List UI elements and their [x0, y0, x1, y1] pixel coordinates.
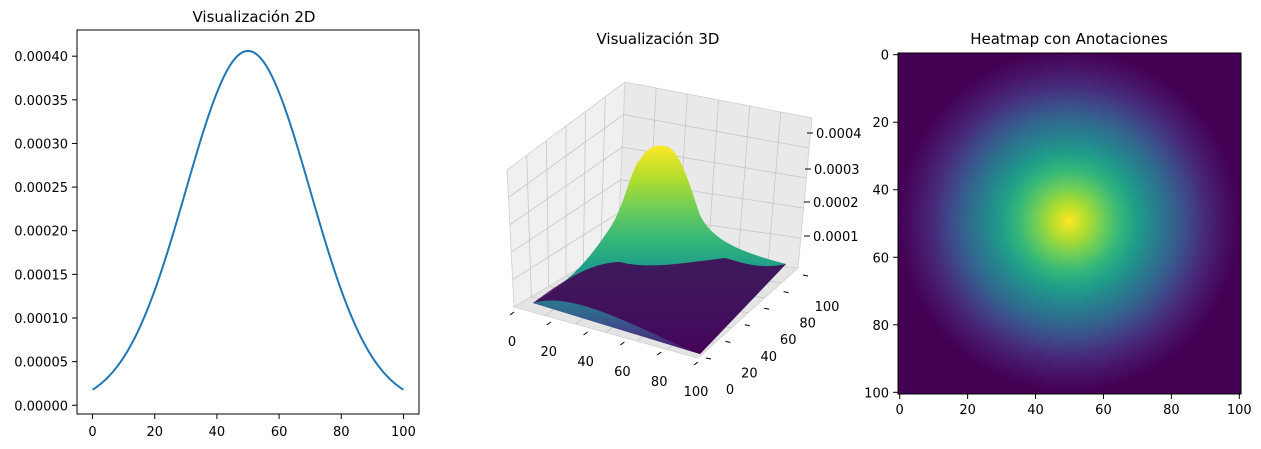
- y-tick-label-2d: 0.00010: [14, 312, 68, 327]
- x-tick-label-3d: 40: [577, 355, 594, 370]
- x-tick-label-heatmap: 80: [1163, 403, 1180, 418]
- gridline-3d: [582, 111, 587, 266]
- x-tick-label-heatmap: 60: [1095, 403, 1112, 418]
- y-tick-label-2d: 0.00020: [14, 225, 68, 240]
- y-tick-label-heatmap: 20: [872, 116, 889, 131]
- panel-heatmap: Heatmap con Anotaciones 0 20 40 60 80 100 0 20 4…: [864, 30, 1252, 418]
- plot-area-2d: [76, 29, 420, 415]
- x-tick-label-2d: 40: [209, 425, 226, 440]
- y-tick-label-heatmap: 80: [872, 319, 889, 334]
- x-tick-label-2d: 60: [271, 425, 288, 440]
- x-tick-label-heatmap: 100: [1227, 403, 1252, 418]
- gridline-3d: [737, 105, 751, 261]
- chart-title-2d: Visualización 2D: [193, 8, 316, 26]
- x-tick-3d: [546, 321, 552, 326]
- gridline-3d: [767, 111, 782, 265]
- y-tick-3d: [744, 324, 750, 327]
- gridline-3d: [526, 155, 532, 297]
- y-tick-label-3d: 80: [799, 317, 816, 332]
- y-tick-label-3d: 20: [741, 366, 758, 381]
- x-tick-3d: [583, 331, 588, 336]
- y-tick-label-3d: 40: [761, 350, 778, 365]
- x-tick-label-2d: 0: [88, 425, 96, 440]
- y-tick-label-2d: 0.00015: [14, 268, 68, 283]
- gridline-3d: [510, 179, 804, 253]
- y-tick-3d: [783, 291, 789, 294]
- axes-2d: 0 20 40 60 80 100 0.00000 0.00005 0.00010 0.00015…: [14, 50, 416, 440]
- y-tick-label-2d: 0.00000: [14, 399, 68, 414]
- x-tick-label-2d: 80: [333, 425, 350, 440]
- y-tick-3d: [705, 357, 712, 360]
- gridline-3d: [508, 114, 810, 198]
- y-tick-3d: [725, 340, 731, 343]
- x-tick-label-heatmap: 40: [1027, 403, 1044, 418]
- chart-title-heatmap: Heatmap con Anotaciones: [970, 30, 1168, 48]
- y-tick-label-2d: 0.00040: [14, 50, 68, 65]
- y-tick-3d: [764, 307, 770, 310]
- z-tick-label-3d: 0.0002: [813, 196, 859, 211]
- axes-heatmap: 0 20 40 60 80 100 0 20 40 60 80 100: [864, 49, 1252, 418]
- x-tick-label-3d: 80: [651, 375, 668, 390]
- x-tick-3d: [509, 311, 515, 316]
- plot-area-heatmap: [897, 52, 1242, 395]
- y-tick-label-3d: 60: [780, 333, 797, 348]
- y-tick-label-heatmap: 60: [872, 251, 889, 266]
- y-tick-label-2d: 0.00035: [14, 94, 68, 109]
- x-tick-label-3d: 0: [508, 335, 516, 350]
- y-tick-label-heatmap: 40: [872, 184, 889, 199]
- gridline-3d: [509, 146, 807, 226]
- x-tick-label-heatmap: 20: [959, 403, 976, 418]
- x-tick-label-3d: 100: [684, 385, 709, 400]
- z-tick-label-3d: 0.0004: [816, 127, 862, 142]
- y-tick-label-heatmap: 100: [864, 386, 889, 401]
- y-tick-label-3d: 0: [726, 383, 734, 398]
- z-tick-label-3d: 0.0003: [814, 163, 860, 178]
- x-tick-3d: [693, 361, 699, 366]
- heatmap-image: [898, 53, 1241, 394]
- x-tick-label-2d: 20: [146, 425, 163, 440]
- z-tick-label-3d: 0.0001: [813, 230, 859, 245]
- x-tick-label-2d: 100: [391, 425, 416, 440]
- x-tick-label-heatmap: 0: [896, 403, 904, 418]
- y-tick-label-2d: 0.00030: [14, 137, 68, 152]
- y-tick-label-3d: 100: [815, 300, 840, 315]
- x-tick-3d: [620, 341, 625, 346]
- surface-front-skirt-3d: [533, 258, 786, 354]
- y-tick-label-2d: 0.00005: [14, 356, 68, 371]
- gridline-3d: [545, 140, 550, 287]
- y-tick-label-2d: 0.00025: [14, 181, 68, 196]
- series-line-2d: [92, 49, 404, 391]
- y-tick-3d: [802, 274, 809, 277]
- x-tick-3d: [656, 351, 662, 356]
- y-tick-label-heatmap: 0: [881, 49, 889, 64]
- panel-2d: Visualización 2D 0 20 40 60 80 100 0.00000 0.00…: [14, 8, 420, 440]
- gridline-3d: [600, 96, 606, 256]
- chart-title-3d: Visualización 3D: [597, 30, 720, 48]
- x-tick-label-3d: 20: [541, 345, 558, 360]
- x-tick-label-3d: 60: [614, 365, 631, 380]
